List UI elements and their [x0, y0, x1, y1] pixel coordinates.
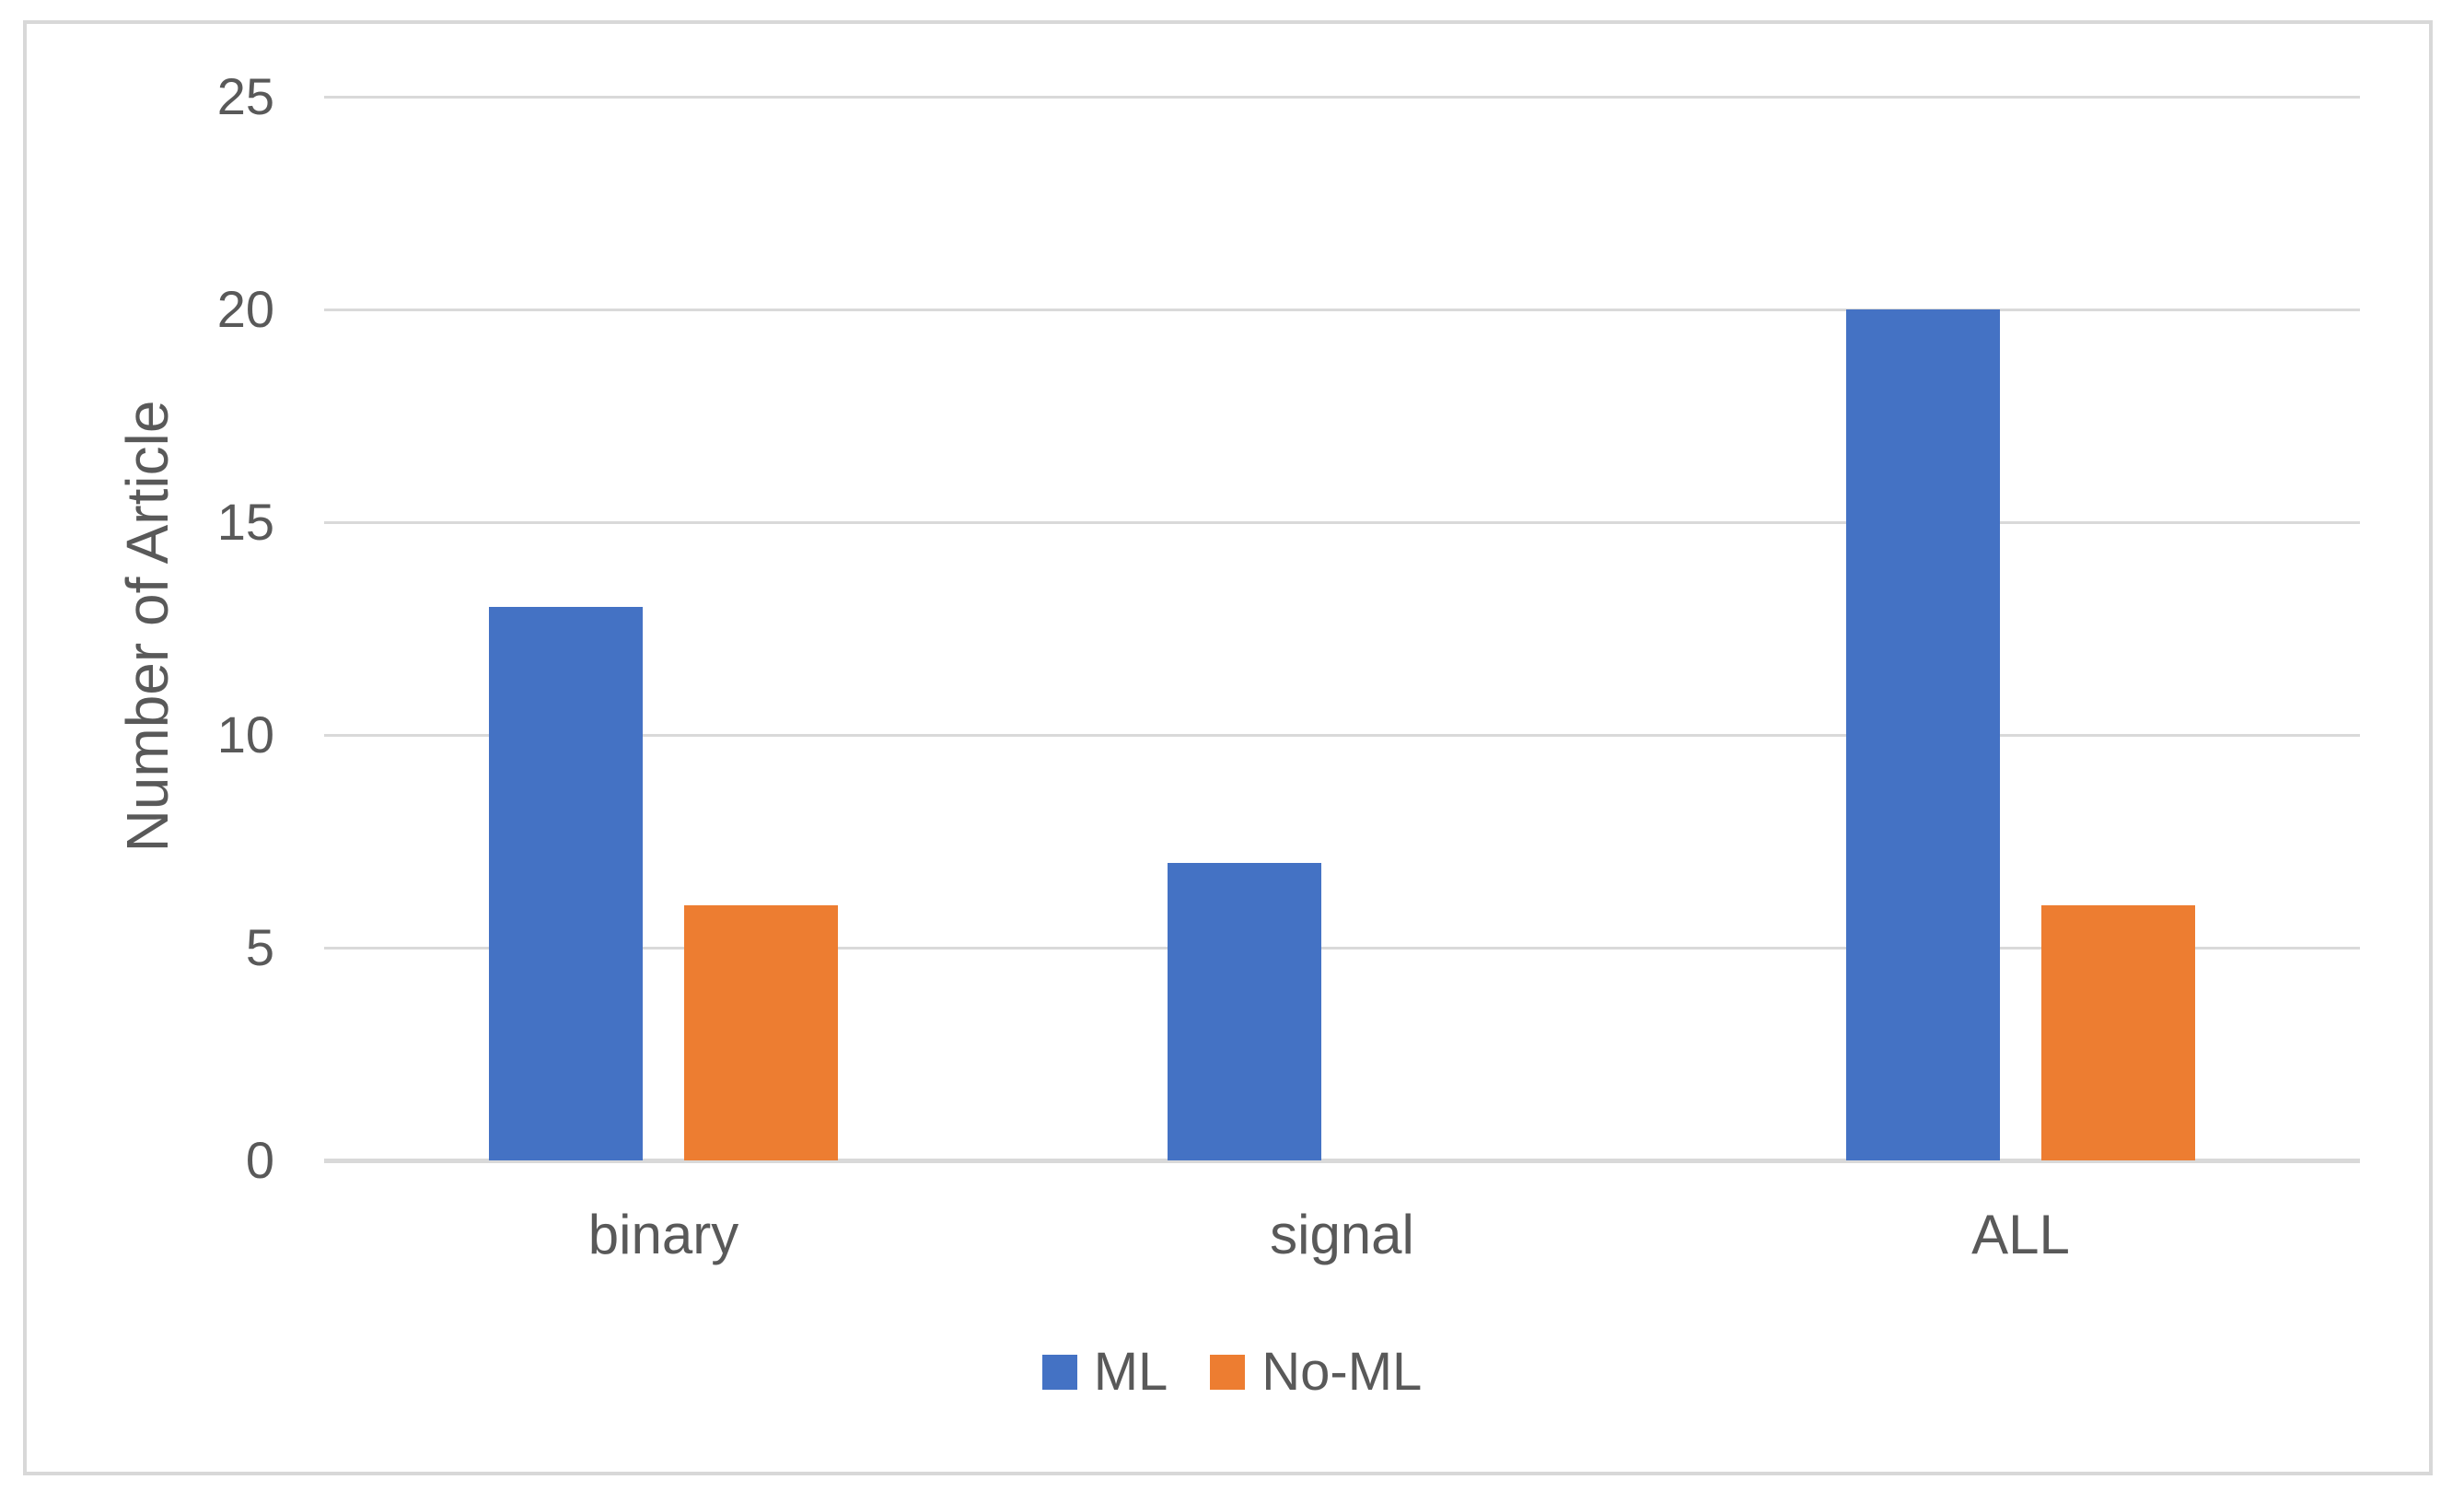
legend-swatch-icon [1210, 1355, 1246, 1390]
y-tick-label: 15 [216, 493, 274, 551]
y-tick-label: 10 [216, 705, 274, 763]
legend: ML No-ML [0, 1343, 2464, 1402]
x-axis-line [324, 1158, 2360, 1163]
y-tick-label: 5 [245, 918, 274, 976]
bar-ml-binary [489, 607, 643, 1160]
bar-no-ml-all [2041, 904, 2195, 1160]
legend-label: No-ML [1261, 1342, 1423, 1402]
legend-swatch-icon [1041, 1355, 1077, 1390]
bar-ml-all [1846, 309, 2000, 1160]
legend-label: ML [1093, 1342, 1168, 1402]
x-category-label-binary: binary [587, 1204, 739, 1265]
gridline [324, 520, 2360, 524]
bar-no-ml-binary [684, 904, 838, 1160]
bar-ml-signal [1168, 862, 1321, 1160]
legend-item-no-ml: No-ML [1210, 1343, 1422, 1402]
gridline [324, 733, 2360, 737]
x-category-label-all: ALL [1971, 1204, 2070, 1265]
gridline [324, 308, 2360, 311]
y-tick-label: 25 [216, 67, 274, 125]
gridline [324, 95, 2360, 99]
gridline [324, 946, 2360, 950]
x-category-label-signal: signal [1270, 1204, 1414, 1265]
y-tick-label: 0 [245, 1131, 274, 1189]
legend-item-ml: ML [1041, 1342, 1168, 1402]
y-tick-label: 20 [216, 280, 274, 338]
